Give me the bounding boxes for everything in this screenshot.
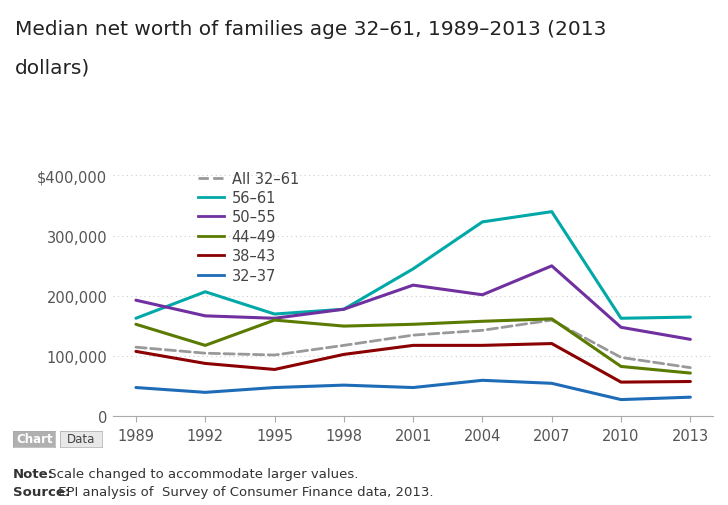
Text: Note:: Note: <box>13 467 54 480</box>
Text: Data: Data <box>67 432 95 445</box>
Text: dollars): dollars) <box>15 58 90 77</box>
Text: Scale changed to accommodate larger values.: Scale changed to accommodate larger valu… <box>44 467 359 480</box>
Text: Source:: Source: <box>13 485 71 498</box>
Text: Median net worth of families age 32–61, 1989–2013 (2013: Median net worth of families age 32–61, … <box>15 20 606 39</box>
Text: EPI analysis of  Survey of Consumer Finance data, 2013.: EPI analysis of Survey of Consumer Finan… <box>54 485 433 498</box>
Text: Chart: Chart <box>16 432 52 445</box>
Legend: All 32–61, 56–61, 50–55, 44–49, 38–43, 32–37: All 32–61, 56–61, 50–55, 44–49, 38–43, 3… <box>198 171 299 283</box>
